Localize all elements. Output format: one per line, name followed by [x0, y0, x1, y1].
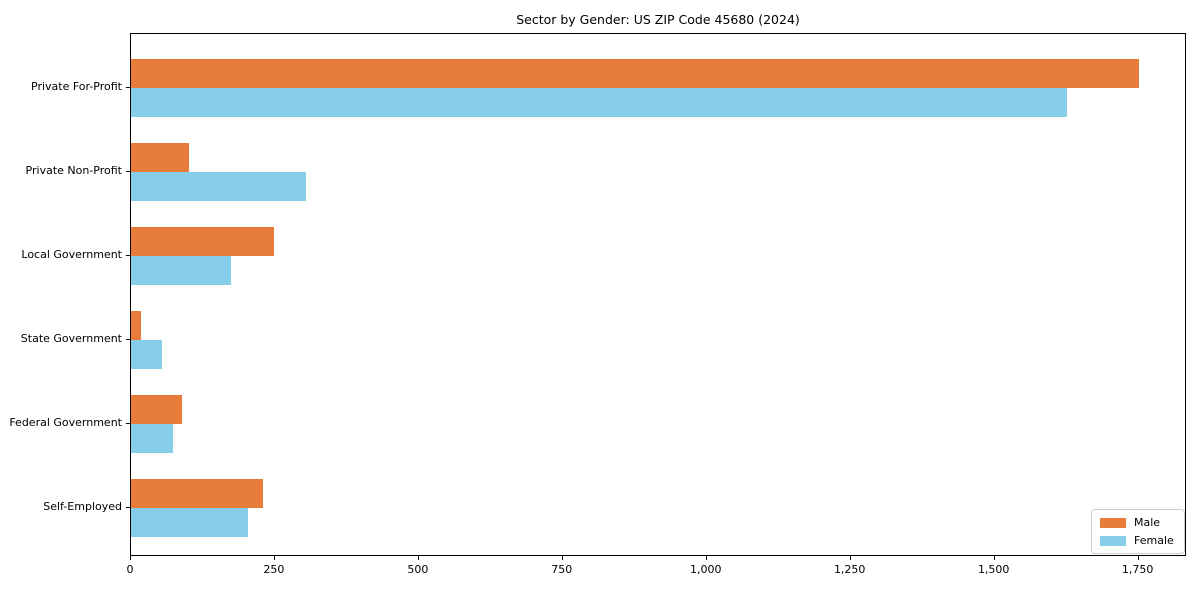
plot-area	[130, 33, 1186, 556]
y-tick-mark	[126, 423, 130, 425]
category-label: State Government	[20, 332, 122, 345]
bar-male-4	[131, 395, 182, 424]
y-tick-mark	[126, 507, 130, 509]
bar-male-3	[131, 311, 142, 340]
x-tick-mark	[561, 556, 563, 560]
legend-label: Male	[1134, 516, 1161, 529]
legend-entry-male: Male	[1100, 516, 1174, 529]
x-tick-mark	[849, 556, 851, 560]
legend-swatch-female	[1100, 535, 1126, 546]
x-tick-mark	[1137, 556, 1139, 560]
x-tick-label: 250	[263, 563, 285, 576]
legend-swatch-male	[1100, 517, 1126, 528]
y-tick-mark	[126, 339, 130, 341]
category-label: Private For-Profit	[31, 80, 122, 93]
bar-male-5	[131, 479, 263, 508]
legend-entry-female: Female	[1100, 534, 1174, 547]
legend: Male Female	[1091, 509, 1185, 554]
bar-male-2	[131, 227, 274, 256]
bar-male-1	[131, 143, 189, 172]
x-tick-label: 500	[407, 563, 429, 576]
category-label: Local Government	[21, 248, 122, 261]
bar-female-4	[131, 424, 173, 453]
x-tick-label: 0	[126, 563, 134, 576]
legend-label: Female	[1134, 534, 1174, 547]
x-tick-label: 1,500	[977, 563, 1010, 576]
bar-female-3	[131, 340, 163, 369]
x-tick-mark	[705, 556, 707, 560]
x-tick-label: 1,000	[690, 563, 722, 576]
y-tick-mark	[126, 171, 130, 173]
bar-female-1	[131, 172, 306, 201]
bar-male-0	[131, 59, 1139, 88]
category-label: Federal Government	[9, 416, 122, 429]
category-label: Self-Employed	[43, 500, 122, 513]
bar-female-0	[131, 88, 1067, 117]
x-tick-mark	[417, 556, 420, 560]
x-tick-mark	[273, 556, 276, 560]
x-tick-mark	[993, 556, 995, 560]
x-tick-mark	[130, 556, 132, 560]
x-tick-label: 1,750	[1121, 563, 1154, 576]
chart-title: Sector by Gender: US ZIP Code 45680 (202…	[516, 12, 800, 27]
x-tick-label: 750	[551, 563, 573, 576]
y-tick-mark	[126, 87, 130, 89]
bar-female-5	[131, 508, 248, 537]
y-tick-mark	[126, 255, 130, 257]
bar-female-2	[131, 256, 231, 285]
category-label: Private Non-Profit	[25, 164, 122, 177]
x-tick-label: 1,250	[833, 563, 866, 576]
